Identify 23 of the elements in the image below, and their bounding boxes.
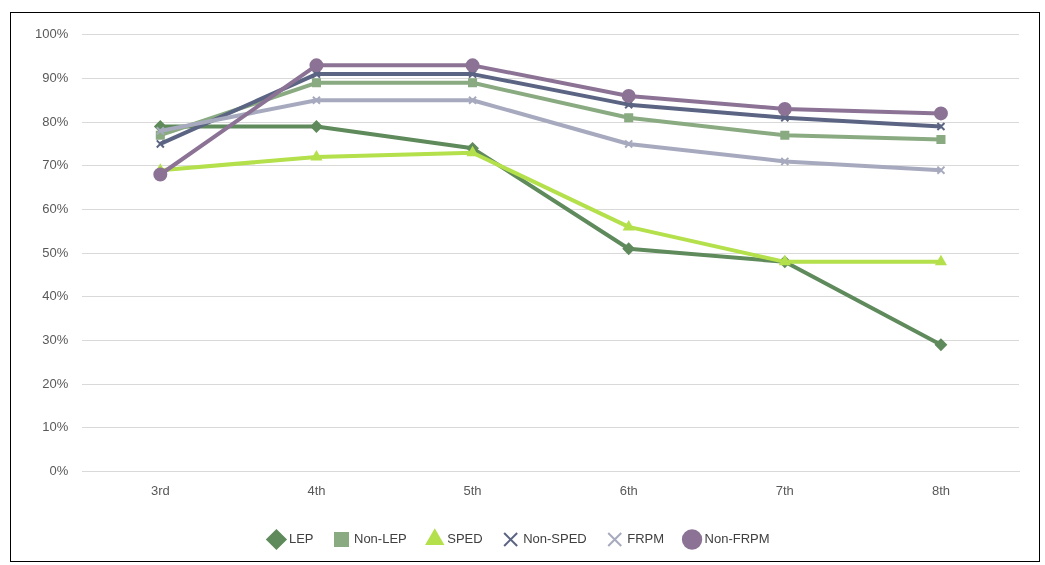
x-tick-label: 6th <box>619 482 638 498</box>
y-tick-label: 40% <box>42 288 69 304</box>
legend-label: Non-SPED <box>523 531 587 547</box>
legend-label: SPED <box>447 531 483 547</box>
y-tick-label: 80% <box>42 113 69 129</box>
x-tick-label: 8th <box>931 482 950 498</box>
legend-label: LEP <box>288 531 314 547</box>
y-tick-label: 70% <box>42 157 69 173</box>
y-tick-label: 0% <box>49 462 69 478</box>
x-tick-label: 7th <box>775 482 794 498</box>
y-tick-label: 20% <box>42 375 69 391</box>
y-tick-label: 10% <box>42 419 69 435</box>
y-tick-label: 90% <box>42 70 69 86</box>
y-tick-label: 30% <box>42 332 69 347</box>
y-tick-label: 100% <box>35 26 69 42</box>
y-tick-label: 60% <box>42 201 69 217</box>
x-tick-label: 3rd <box>150 482 170 498</box>
legend-label: Non-LEP <box>354 531 407 547</box>
x-tick-label: 4th <box>307 482 326 498</box>
legend-label: Non-FRPM <box>704 531 770 547</box>
legend-label: FRPM <box>627 531 665 547</box>
y-tick-label: 50% <box>42 244 69 260</box>
x-tick-label: 5th <box>463 482 482 498</box>
